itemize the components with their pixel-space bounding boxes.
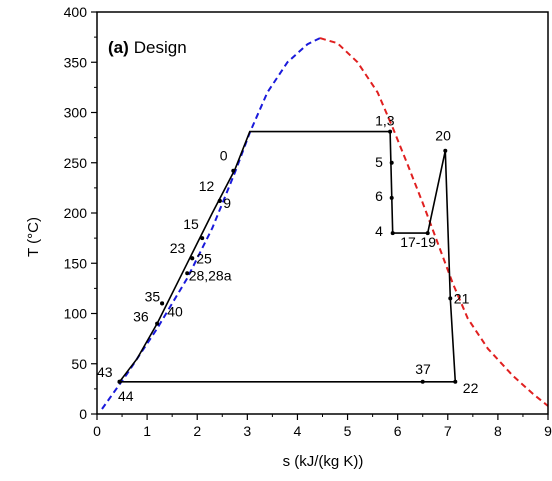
state-point-label: 40 (167, 304, 183, 320)
state-point-marker (190, 256, 195, 261)
state-point-label: 0 (220, 148, 228, 164)
state-point-label: 4 (375, 223, 383, 239)
state-point-marker (217, 198, 222, 203)
x-tick-label: 8 (494, 423, 502, 439)
state-point-label: 12 (199, 178, 215, 194)
y-tick-label: 200 (64, 205, 88, 221)
y-tick-label: 300 (64, 105, 88, 121)
state-point-label: 9 (223, 195, 231, 211)
state-point-label: 44 (118, 388, 134, 404)
y-tick-label: 250 (64, 155, 88, 171)
y-tick-label: 0 (79, 406, 87, 422)
state-point-marker (388, 129, 393, 134)
y-tick-label: 400 (64, 4, 88, 20)
cycle (118, 130, 457, 383)
y-tick-label: 350 (64, 54, 88, 70)
x-axis-label: s (kJ/(kg K)) (283, 453, 364, 470)
saturated-vapor-line (319, 37, 549, 407)
y-tick-label: 50 (71, 356, 87, 372)
chart-title-prefix: (a) (108, 38, 129, 57)
x-tick-label: 9 (544, 423, 552, 439)
x-tick-label: 5 (344, 423, 352, 439)
state-point-marker (448, 296, 453, 301)
x-tick-label: 1 (143, 423, 151, 439)
state-point-marker (443, 148, 448, 153)
state-point-marker (425, 231, 430, 236)
state-point-marker (389, 160, 394, 165)
state-point-label: 35 (145, 288, 161, 304)
y-tick-label: 150 (64, 255, 88, 271)
state-point-label: 17-19 (400, 234, 436, 250)
x-tick-label: 6 (394, 423, 402, 439)
x-tick-label: 3 (243, 423, 251, 439)
state-point-label: 15 (183, 216, 199, 232)
x-tick-label: 0 (93, 423, 101, 439)
y-axis-label: T (°C) (25, 217, 42, 257)
chart-title-text: Design (134, 38, 187, 57)
saturated-liquid-line (101, 37, 321, 410)
state-point-label: 28,28a (189, 267, 232, 283)
state-point-marker (200, 236, 205, 241)
state-point-marker (185, 271, 190, 276)
state-point-marker (420, 379, 425, 384)
x-tick-label: 4 (294, 423, 302, 439)
state-point-label: 20 (435, 128, 451, 144)
state-point-label: 37 (415, 361, 431, 377)
y-tick-label: 100 (64, 306, 88, 322)
state-point-label: 36 (133, 309, 149, 325)
state-point-marker (453, 379, 458, 384)
state-point-label: 43 (97, 364, 113, 380)
state-point-label: 5 (375, 154, 383, 170)
state-point-label: 25 (196, 250, 212, 266)
state-point-label: 21 (454, 290, 470, 306)
x-tick-label: 7 (444, 423, 452, 439)
chart-title: (a) Design (108, 38, 187, 57)
state-point-label: 22 (463, 380, 479, 396)
state-point-label: 23 (170, 240, 186, 256)
x-tick-label: 2 (193, 423, 201, 439)
plot-frame (96, 11, 549, 415)
state-point-marker (390, 231, 395, 236)
state-point-label: 1,3 (375, 113, 395, 129)
state-point-marker (155, 321, 160, 326)
state-point-label: 6 (375, 188, 383, 204)
state-point-marker (117, 379, 122, 384)
state-point-marker (389, 195, 394, 200)
state-point-marker (231, 168, 236, 173)
state-point-marker (160, 301, 165, 306)
